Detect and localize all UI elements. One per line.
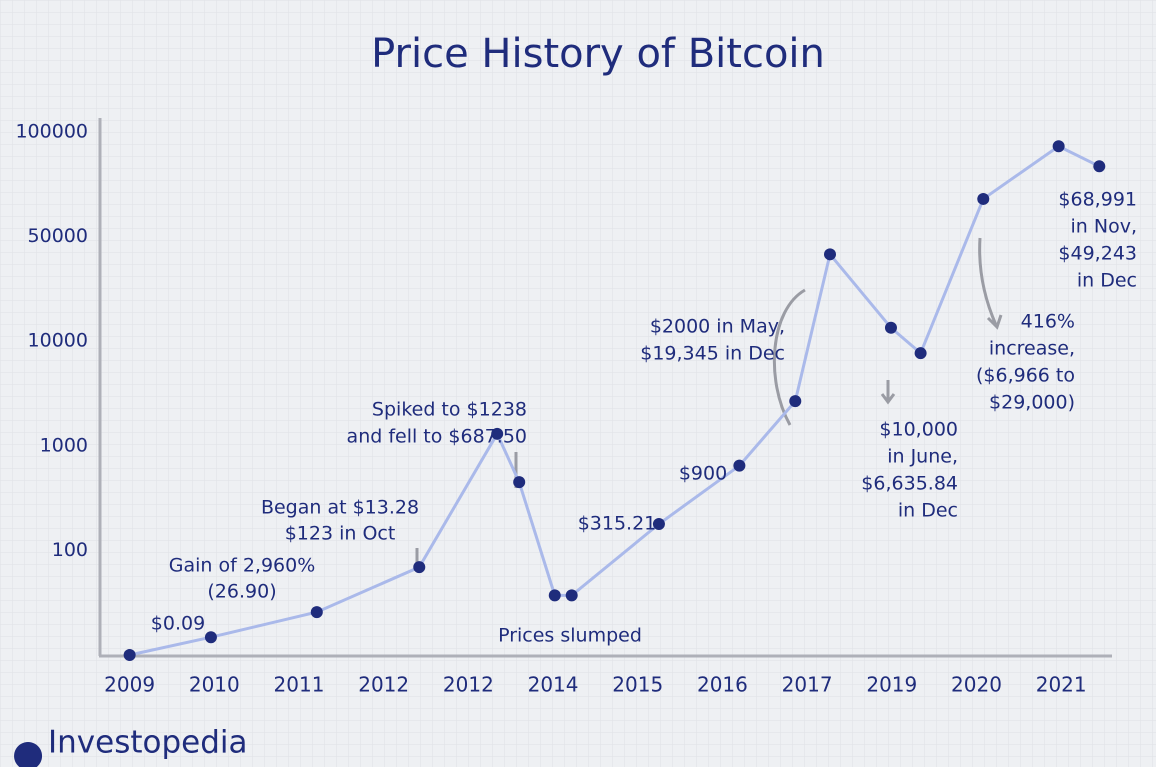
annotation: Gain of 2,960% <box>169 555 316 577</box>
annotation: $19,345 in Dec <box>640 343 785 365</box>
annotation: $900 <box>679 463 727 485</box>
y-tick-label: 10000 <box>28 330 88 352</box>
point <box>823 248 836 261</box>
annotation: in Nov, <box>1071 216 1137 238</box>
point <box>977 192 990 205</box>
point <box>733 459 746 472</box>
annotation: Prices slumped <box>498 625 642 647</box>
x-tick-label: 2009 <box>104 673 155 697</box>
annotation: $29,000) <box>989 392 1075 414</box>
annotation: $0.09 <box>151 613 205 635</box>
point <box>884 321 897 334</box>
x-tick-label: 2017 <box>782 673 833 697</box>
point <box>565 589 578 602</box>
annotation: $68,991 <box>1058 189 1137 211</box>
x-tick-label: 2012 <box>358 673 409 697</box>
annotation: $2000 in May, <box>650 316 785 338</box>
arrows <box>415 237 1003 572</box>
chart-title: Price History of Bitcoin <box>371 31 825 77</box>
logo-mark <box>14 742 43 770</box>
annotation: Spiked to $1238 <box>372 399 527 421</box>
point <box>204 631 217 644</box>
point <box>513 476 526 489</box>
x-tick-label: 2021 <box>1036 673 1087 697</box>
point <box>652 518 665 531</box>
x-tick-label: 2011 <box>274 673 325 697</box>
annotation: $6,635.84 <box>861 473 958 495</box>
x-tick-label: 2020 <box>951 673 1002 697</box>
annotation: ($6,966 to <box>976 365 1075 387</box>
annotation: in Dec <box>898 500 958 522</box>
point <box>914 347 927 360</box>
annotation: in Dec <box>1077 270 1137 292</box>
annotation: Began at $13.28 <box>261 497 419 519</box>
point <box>123 649 136 661</box>
annotation: $10,000 <box>879 419 958 441</box>
annotation: $123 in Oct <box>285 523 396 545</box>
x-tick-label: 2015 <box>612 673 663 697</box>
x-tick-label: 2019 <box>866 673 917 697</box>
y-tick-label: 100000 <box>15 121 88 143</box>
x-tick-label: 2014 <box>528 673 579 697</box>
x-tick-label: 2016 <box>697 673 748 697</box>
x-tick-label: 2010 <box>189 673 240 697</box>
y-tick-label: 1000 <box>40 434 88 456</box>
point <box>548 589 561 602</box>
annotation: $315.21 <box>578 513 657 535</box>
annotation: $49,243 <box>1058 243 1137 265</box>
point <box>1093 160 1106 173</box>
annotation: and fell to $687.50 <box>347 426 527 448</box>
point <box>413 561 426 574</box>
point <box>491 427 504 440</box>
y-tick-label: 100 <box>52 539 88 561</box>
annotation: 416% <box>1021 311 1075 333</box>
point <box>789 395 802 408</box>
annotation: increase, <box>989 338 1075 360</box>
annotation: in June, <box>887 446 958 468</box>
x-tick-label: 2012 <box>443 673 494 697</box>
point <box>310 606 323 619</box>
annotation: (26.90) <box>207 581 276 603</box>
y-tick-label: 50000 <box>28 225 88 247</box>
point <box>1052 140 1065 153</box>
logo-text: Investopedia <box>48 725 248 761</box>
